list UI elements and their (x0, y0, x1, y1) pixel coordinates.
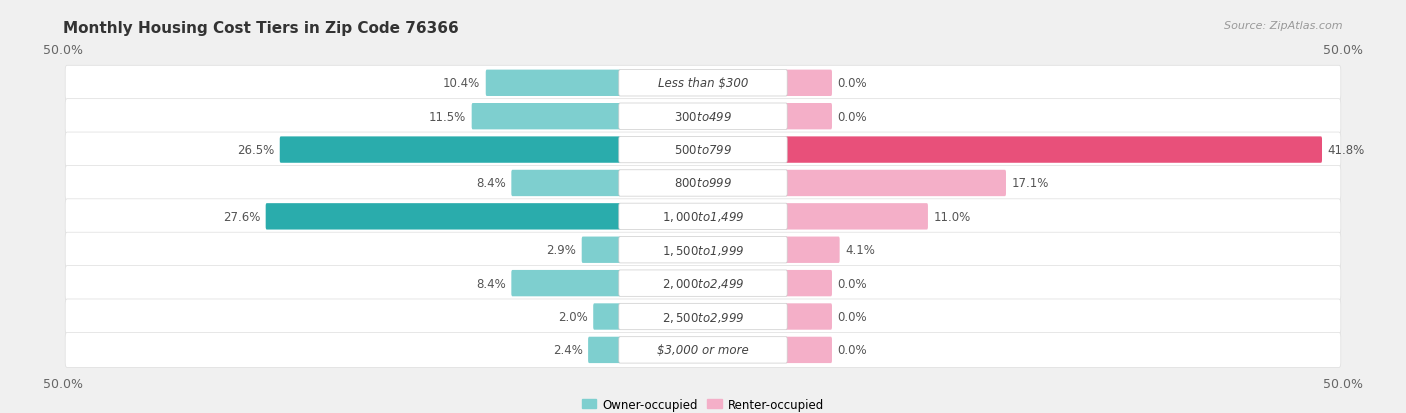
FancyBboxPatch shape (512, 270, 621, 297)
FancyBboxPatch shape (619, 171, 787, 197)
Text: 4.1%: 4.1% (845, 244, 875, 256)
FancyBboxPatch shape (619, 137, 787, 164)
FancyBboxPatch shape (266, 204, 621, 230)
FancyBboxPatch shape (280, 137, 621, 164)
Text: 0.0%: 0.0% (838, 110, 868, 123)
Text: $2,000 to $2,499: $2,000 to $2,499 (662, 276, 744, 290)
Text: 0.0%: 0.0% (838, 310, 868, 323)
FancyBboxPatch shape (785, 337, 832, 363)
FancyBboxPatch shape (65, 199, 1341, 234)
Text: $3,000 or more: $3,000 or more (657, 344, 749, 356)
Text: Source: ZipAtlas.com: Source: ZipAtlas.com (1225, 21, 1343, 31)
Text: 8.4%: 8.4% (477, 177, 506, 190)
Text: 41.8%: 41.8% (1327, 144, 1365, 157)
FancyBboxPatch shape (65, 100, 1341, 134)
FancyBboxPatch shape (65, 233, 1341, 268)
Text: 8.4%: 8.4% (477, 277, 506, 290)
FancyBboxPatch shape (65, 266, 1341, 301)
Text: $2,500 to $2,999: $2,500 to $2,999 (662, 310, 744, 324)
Text: $500 to $799: $500 to $799 (673, 144, 733, 157)
FancyBboxPatch shape (785, 137, 1322, 164)
Text: 11.5%: 11.5% (429, 110, 467, 123)
FancyBboxPatch shape (619, 71, 787, 97)
FancyBboxPatch shape (619, 337, 787, 363)
Text: 0.0%: 0.0% (838, 77, 868, 90)
FancyBboxPatch shape (65, 133, 1341, 168)
FancyBboxPatch shape (619, 304, 787, 330)
Text: 2.4%: 2.4% (553, 344, 582, 356)
FancyBboxPatch shape (65, 166, 1341, 201)
FancyBboxPatch shape (619, 270, 787, 297)
Text: 0.0%: 0.0% (838, 277, 868, 290)
FancyBboxPatch shape (785, 204, 928, 230)
FancyBboxPatch shape (785, 237, 839, 263)
FancyBboxPatch shape (485, 71, 621, 97)
FancyBboxPatch shape (785, 71, 832, 97)
FancyBboxPatch shape (582, 237, 621, 263)
Text: Monthly Housing Cost Tiers in Zip Code 76366: Monthly Housing Cost Tiers in Zip Code 7… (63, 21, 458, 36)
Text: 26.5%: 26.5% (238, 144, 274, 157)
Text: 27.6%: 27.6% (224, 210, 260, 223)
FancyBboxPatch shape (512, 171, 621, 197)
FancyBboxPatch shape (588, 337, 621, 363)
Text: Less than $300: Less than $300 (658, 77, 748, 90)
Text: $1,000 to $1,499: $1,000 to $1,499 (662, 210, 744, 224)
FancyBboxPatch shape (471, 104, 621, 130)
Text: 0.0%: 0.0% (838, 344, 868, 356)
FancyBboxPatch shape (65, 66, 1341, 101)
Text: $800 to $999: $800 to $999 (673, 177, 733, 190)
Text: 11.0%: 11.0% (934, 210, 970, 223)
FancyBboxPatch shape (619, 237, 787, 263)
Text: 17.1%: 17.1% (1011, 177, 1049, 190)
Legend: Owner-occupied, Renter-occupied: Owner-occupied, Renter-occupied (578, 393, 828, 413)
FancyBboxPatch shape (619, 204, 787, 230)
FancyBboxPatch shape (785, 270, 832, 297)
FancyBboxPatch shape (785, 171, 1005, 197)
FancyBboxPatch shape (593, 304, 621, 330)
FancyBboxPatch shape (619, 104, 787, 130)
Text: $1,500 to $1,999: $1,500 to $1,999 (662, 243, 744, 257)
Text: 2.9%: 2.9% (547, 244, 576, 256)
Text: 2.0%: 2.0% (558, 310, 588, 323)
FancyBboxPatch shape (65, 299, 1341, 334)
FancyBboxPatch shape (785, 304, 832, 330)
FancyBboxPatch shape (785, 104, 832, 130)
Text: $300 to $499: $300 to $499 (673, 110, 733, 123)
Text: 10.4%: 10.4% (443, 77, 481, 90)
FancyBboxPatch shape (65, 332, 1341, 368)
